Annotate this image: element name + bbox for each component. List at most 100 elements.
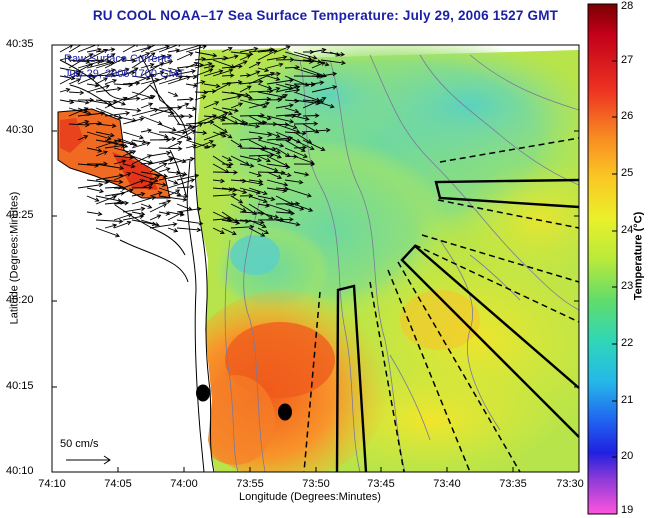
current-vector (131, 107, 159, 117)
current-vector (266, 131, 281, 138)
current-vector (221, 46, 233, 53)
current-vector (293, 203, 314, 212)
current-vector (212, 68, 234, 77)
current-vector (284, 187, 312, 198)
current-vector (221, 227, 237, 236)
current-vector (203, 143, 217, 149)
current-vector (149, 150, 172, 157)
current-vector (230, 195, 244, 204)
current-vector (167, 140, 183, 149)
current-vector (212, 192, 237, 198)
current-vector (122, 131, 144, 140)
current-vector (284, 203, 305, 211)
current-vector (95, 138, 123, 149)
current-vector (167, 75, 191, 85)
current-vector (131, 141, 151, 149)
current-vector (77, 97, 95, 103)
current-vector (275, 45, 291, 53)
current-vector (257, 139, 285, 148)
current-vector (176, 129, 196, 141)
current-vector (95, 219, 124, 224)
transect-lines (303, 137, 580, 473)
current-vector (140, 171, 169, 179)
current-vector (104, 67, 130, 77)
current-vector (86, 49, 109, 61)
current-vector (158, 136, 177, 142)
current-vector (221, 155, 233, 162)
current-vector (275, 219, 301, 227)
xtick-label: 73:45 (367, 478, 395, 490)
current-vector (77, 60, 102, 69)
current-vector (131, 154, 152, 165)
current-vector (239, 155, 262, 163)
current-vector (266, 86, 281, 93)
current-vector (158, 130, 187, 135)
current-vector (86, 179, 110, 185)
xtick-label: 74:05 (104, 478, 132, 490)
mooring-marker (278, 403, 292, 421)
ytick-label: 40:15 (6, 380, 34, 392)
current-vector (266, 171, 283, 180)
current-vector (248, 187, 268, 196)
current-vector (194, 80, 206, 85)
current-vector (167, 156, 195, 165)
current-vector (131, 195, 156, 205)
ytick-label: 40:20 (6, 294, 34, 306)
current-vector (239, 193, 254, 199)
colorbar (587, 3, 618, 515)
current-vector (140, 102, 154, 109)
current-vector (311, 99, 335, 109)
current-vector (311, 85, 338, 93)
current-vector (167, 189, 181, 197)
current-vector (257, 211, 280, 220)
ytick-label: 40:35 (6, 38, 34, 50)
xtick-label: 73:55 (236, 478, 264, 490)
current-vector (284, 88, 301, 93)
current-vector (68, 53, 94, 69)
current-vector (320, 71, 338, 77)
current-vector (140, 45, 157, 53)
current-vector (266, 75, 281, 81)
current-vector (149, 107, 174, 117)
current-vector (158, 67, 180, 76)
current-vector (149, 191, 163, 197)
current-vector (221, 73, 235, 78)
current-vector (95, 163, 125, 171)
current-vector (239, 54, 252, 61)
current-vector (77, 182, 104, 189)
current-vector (284, 147, 308, 158)
current-vector (113, 188, 134, 197)
current-vector (230, 102, 244, 109)
current-vector (86, 131, 112, 141)
current-vector (176, 102, 190, 109)
current-vector (149, 60, 174, 69)
current-vector (149, 175, 161, 181)
current-vector (248, 179, 264, 184)
current-vector (194, 68, 214, 77)
colorbar-tick-label: 20 (621, 450, 634, 462)
current-vector (275, 84, 301, 93)
current-vector (176, 184, 195, 190)
scale-arrow (66, 455, 111, 465)
current-vector (302, 139, 326, 151)
colorbar-tick-label: 26 (621, 110, 634, 122)
current-vector (311, 61, 326, 69)
current-vector (212, 107, 233, 116)
current-vector (248, 70, 261, 77)
current-vector (284, 51, 313, 61)
current-vector (176, 227, 202, 233)
current-vector (248, 131, 273, 137)
current-vector (77, 119, 90, 125)
current-vector (167, 179, 179, 185)
current-vector (95, 123, 117, 129)
current-vector (266, 78, 294, 85)
current-vector (212, 170, 238, 175)
current-vector (113, 186, 127, 191)
current-vector (194, 95, 207, 101)
current-vector (86, 211, 103, 217)
current-vector (122, 67, 139, 77)
xtick-label: 73:40 (433, 478, 461, 490)
current-vector (311, 74, 325, 79)
current-vector (257, 155, 271, 163)
